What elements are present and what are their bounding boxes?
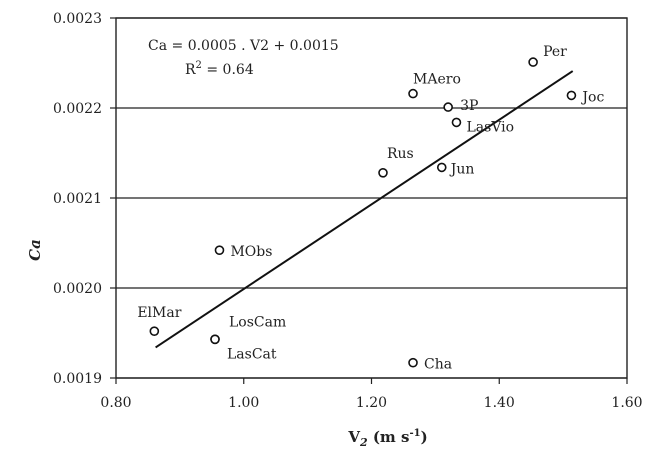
point-lasvio (451, 117, 462, 128)
point-label-per: Per (543, 44, 567, 60)
x-label-close: ) (421, 428, 428, 446)
y-tick-label: 0.0023 (53, 11, 102, 27)
y-tick-label: 0.0019 (53, 371, 102, 387)
point-maero (408, 88, 418, 99)
point-labels: ElMar LosCam LasCat MObs Cha Rus Jun MAero 3P Las… (137, 44, 604, 373)
point-3p (443, 102, 453, 112)
data-points (149, 57, 577, 368)
x-tick-label: 1.00 (228, 395, 259, 411)
equation-annotation: Ca = 0.0005 . V2 + 0.0015 (148, 38, 339, 54)
y-tick-label: 0.0021 (53, 191, 102, 207)
point-label-mobs: MObs (230, 244, 272, 260)
x-axis-label: V2 (m s-1) (347, 428, 427, 449)
y-axis-ticks: 0.0019 0.0020 0.0021 0.0022 0.0023 (53, 11, 116, 387)
point-per (528, 57, 538, 67)
point-rus (378, 168, 388, 178)
point-label-jun: Jun (449, 161, 475, 177)
x-label-subscript: 2 (359, 436, 368, 449)
point-label-loscam: LosCam (229, 314, 286, 330)
point-label-lasvio: LasVio (466, 119, 514, 135)
x-label-superscript: -1 (409, 428, 420, 439)
point-jun (436, 162, 447, 173)
trendline (155, 70, 574, 349)
point-joc (566, 90, 577, 101)
point-label-cha: Cha (424, 357, 452, 373)
x-tick-label: 1.60 (611, 395, 642, 411)
r-squared-r: R (185, 62, 196, 78)
point-elmar (149, 326, 160, 337)
point-label-lascat: LasCat (227, 346, 277, 362)
point-label-maero: MAero (413, 72, 461, 88)
x-label-unit: (m s (368, 428, 410, 446)
y-axis-label: Ca (26, 239, 44, 261)
point-label-rus: Rus (387, 146, 414, 162)
x-axis-ticks: 0.80 1.00 1.20 1.40 1.60 (100, 378, 643, 411)
point-label-joc: Joc (580, 89, 604, 105)
x-tick-label: 0.80 (100, 395, 131, 411)
point-lascat (210, 334, 220, 345)
r-squared-exponent: 2 (196, 60, 202, 71)
x-tick-label: 1.40 (484, 395, 515, 411)
r-squared-annotation: R2 = 0.64 (185, 60, 254, 78)
point-label-elmar: ElMar (137, 305, 181, 321)
point-mobs (214, 245, 225, 255)
r-squared-value: = 0.64 (202, 62, 254, 78)
x-tick-label: 1.20 (356, 395, 387, 411)
point-cha (408, 357, 418, 368)
y-tick-label: 0.0022 (53, 101, 102, 117)
point-label-3p: 3P (460, 98, 478, 114)
y-tick-label: 0.0020 (53, 281, 102, 297)
x-label-main: V (347, 428, 360, 446)
